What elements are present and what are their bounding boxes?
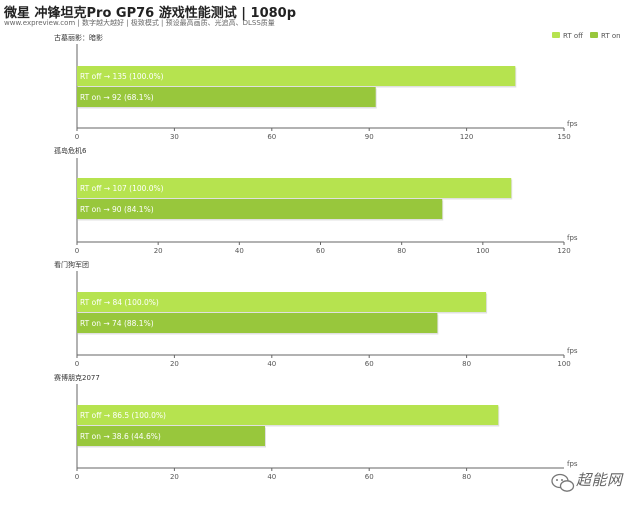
x-tick-label: 80 [462,360,471,368]
x-tick-label: 60 [365,360,374,368]
bar-rt-off[interactable] [77,292,487,312]
x-tick-label: 100 [557,360,570,368]
bar-rt-off[interactable] [77,178,512,198]
legend[interactable]: RT off RT on [552,32,621,40]
legend-item-rt-off[interactable]: RT off [552,32,583,40]
x-tick-label: 150 [557,133,570,141]
x-tick-label: 20 [170,473,179,481]
bar-data-label: RT on → 92 (68.1%) [80,93,154,102]
x-tick-label: 80 [462,473,471,481]
wechat-icon [551,473,575,492]
bar-data-label: RT off → 84 (100.0%) [80,298,159,307]
bar-rt-on[interactable] [77,313,438,333]
bar-data-label: RT off → 86.5 (100.0%) [80,411,166,420]
x-tick-label: 0 [75,473,79,481]
bar-rt-on[interactable] [77,199,443,219]
legend-item-rt-on[interactable]: RT on [590,32,621,40]
x-tick-label: 40 [267,473,276,481]
x-axis-unit: fps [567,120,578,128]
x-axis-unit: fps [567,347,578,355]
x-tick-label: 100 [476,247,489,255]
x-axis-unit: fps [567,460,578,468]
chart-panel-3: 看门狗军团 0 20 40 60 80 100 fps RT off → 84 (100.0%)… [54,260,578,368]
bar-rt-on[interactable] [77,426,265,446]
x-tick-label: 60 [365,473,374,481]
bar-data-label: RT on → 38.6 (44.6%) [80,432,161,441]
bar-data-label: RT on → 74 (88.1%) [80,319,154,328]
panel-title: 孤岛危机6 [54,146,87,155]
x-tick-label: 40 [267,360,276,368]
x-tick-label: 60 [316,247,325,255]
panel-title: 古墓丽影：暗影 [54,33,103,42]
watermark: 超能网 [576,471,623,489]
x-tick-label: 0 [75,247,79,255]
bar-data-label: RT on → 90 (84.1%) [80,205,154,214]
chart-panel-2: 孤岛危机6 0 20 40 60 80 100 120 fps RT off → 107 (100… [54,146,578,255]
legend-swatch [590,32,598,38]
x-tick-label: 120 [460,133,473,141]
x-tick-label: 20 [154,247,163,255]
bar-rt-off[interactable] [77,66,516,86]
x-tick-label: 60 [267,133,276,141]
legend-label: RT on [601,32,621,40]
x-tick-label: 90 [365,133,374,141]
bar-data-label: RT off → 107 (100.0%) [80,184,164,193]
chart-panels: 古墓丽影：暗影 0 30 60 90 120 150 fps RT off → 135 (100… [54,33,578,481]
legend-label: RT off [563,32,583,40]
bar-data-label: RT off → 135 (100.0%) [80,72,164,81]
x-axis-unit: fps [567,234,578,242]
chart-panel-1: 古墓丽影：暗影 0 30 60 90 120 150 fps RT off → 135 (100… [54,33,578,141]
x-tick-label: 40 [235,247,244,255]
x-tick-label: 30 [170,133,179,141]
chart-panel-4: 赛博朋克2077 0 20 40 60 80 fps RT off → 86.5 (100.0… [54,373,578,481]
x-tick-label: 120 [557,247,570,255]
panel-title: 赛博朋克2077 [54,373,100,382]
x-tick-label: 0 [75,133,79,141]
panel-title: 看门狗军团 [54,260,89,269]
x-tick-label: 0 [75,360,79,368]
page-subtitle: www.expreview.com | 数字越大越好 | 极致模式 | 预设最高… [4,19,275,27]
legend-swatch [552,32,560,38]
x-tick-label: 80 [397,247,406,255]
bar-rt-on[interactable] [77,87,376,107]
page-title: 微星 冲锋坦克Pro GP76 游戏性能测试 | 1080p [4,6,297,21]
bar-rt-off[interactable] [77,405,499,425]
x-tick-label: 20 [170,360,179,368]
